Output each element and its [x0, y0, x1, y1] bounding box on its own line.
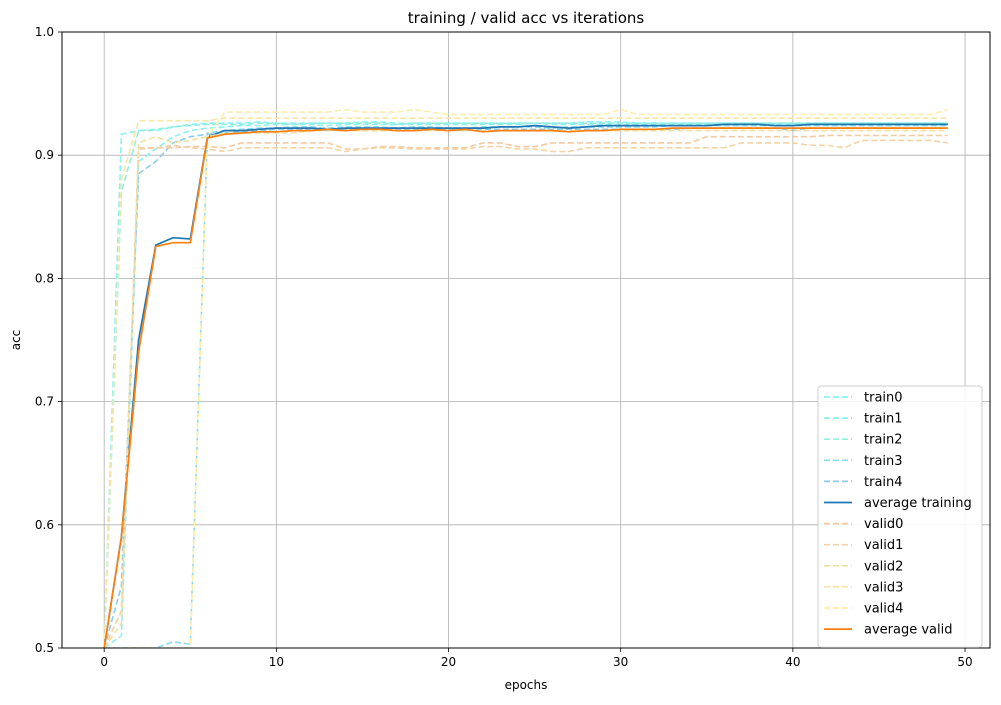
- series-line-average-training: [103, 123, 948, 648]
- axis-ticks: 0 10 20 30 40 50 0.5 0.6 0.7 0.8 0.9 1.0: [35, 25, 973, 669]
- legend-label: average training: [864, 496, 972, 511]
- y-tick-label: 0.6: [35, 518, 54, 532]
- y-tick-label: 0.5: [35, 641, 54, 655]
- y-tick-label: 0.8: [35, 271, 54, 285]
- y-tick-label: 0.9: [35, 148, 54, 162]
- series-line-valid1: [103, 139, 948, 648]
- x-tick-label: 20: [441, 655, 456, 669]
- x-tick-label: 10: [269, 655, 284, 669]
- legend-label: average valid: [864, 623, 953, 638]
- series-line-valid0: [103, 134, 948, 648]
- legend-label: train3: [864, 454, 903, 469]
- legend-label: valid0: [864, 517, 903, 532]
- legend-label: train2: [864, 433, 903, 448]
- legend-label: valid2: [864, 559, 903, 574]
- series-line-train3: [104, 124, 948, 648]
- legend-label: train4: [864, 475, 903, 490]
- x-tick-label: 40: [785, 655, 800, 669]
- x-tick-label: 0: [100, 655, 108, 669]
- legend-label: train0: [864, 391, 903, 406]
- plot-frame: [61, 31, 991, 649]
- legend-label: train1: [864, 412, 903, 427]
- y-tick-label: 0.7: [35, 395, 54, 409]
- chart-title: training / valid acc vs iterations: [408, 9, 645, 27]
- legend-label: valid3: [864, 580, 903, 595]
- y-tick-label: 1.0: [35, 25, 54, 39]
- legend-label: valid1: [864, 538, 903, 553]
- x-tick-label: 30: [613, 655, 628, 669]
- x-axis-label: epochs: [505, 678, 548, 692]
- series-lines: [103, 108, 949, 648]
- series-line-average-valid: [103, 127, 948, 648]
- legend-box: [817, 385, 983, 648]
- series-line-train2: [103, 122, 948, 648]
- legend-label: valid4: [864, 602, 903, 617]
- series-line-train4: [103, 127, 948, 648]
- legend: train0 train1 train2 train3 train4 average tr…: [817, 385, 983, 648]
- series-line-valid3: [103, 117, 948, 648]
- y-axis-label: acc: [9, 330, 23, 351]
- x-tick-label: 50: [957, 655, 972, 669]
- series-line-valid4: [104, 108, 949, 648]
